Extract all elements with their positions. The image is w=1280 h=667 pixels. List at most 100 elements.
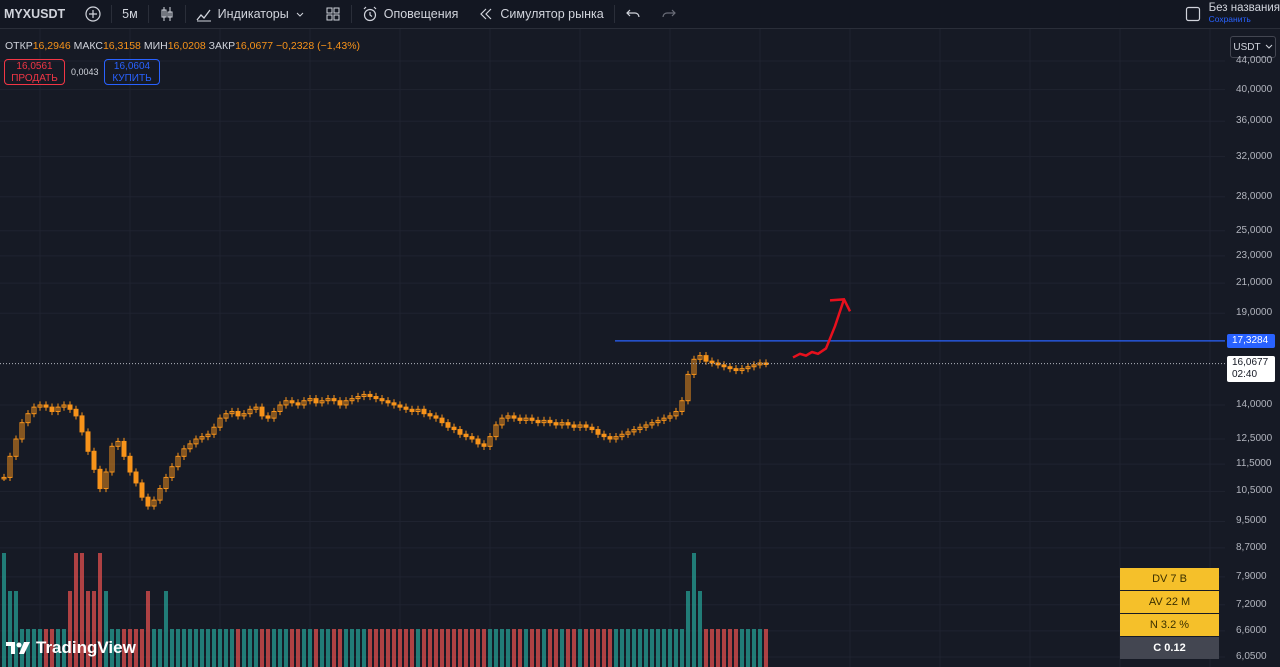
- save-layout-button[interactable]: Без названия Сохранить: [1185, 0, 1280, 28]
- candle-body: [691, 358, 697, 375]
- candle-body: [217, 417, 223, 428]
- buy-price: 16,0604: [113, 61, 151, 72]
- volume-bar: [488, 629, 492, 667]
- close-label: ЗАКР: [208, 40, 236, 52]
- volume-bar: [752, 629, 756, 667]
- candle-body: [409, 408, 415, 412]
- volume-bar: [308, 629, 312, 667]
- candle-body: [511, 415, 517, 419]
- alerts-button[interactable]: Оповещения: [352, 0, 469, 28]
- candle-body: [331, 398, 337, 402]
- volume-bar: [710, 629, 714, 667]
- indicators-button[interactable]: Индикаторы: [186, 0, 315, 28]
- chart-grid: [0, 29, 1225, 667]
- candle-body: [727, 366, 733, 370]
- candle-body: [85, 431, 91, 452]
- volume-bar: [542, 629, 546, 667]
- volume-bar: [602, 629, 606, 667]
- tradingview-logo[interactable]: TradingView: [6, 638, 136, 658]
- volume-bar: [530, 629, 534, 667]
- price-chart[interactable]: [0, 29, 1280, 667]
- candle-body: [199, 436, 205, 440]
- volume-bar: [536, 629, 540, 667]
- stat-c: C 0.12: [1120, 637, 1219, 659]
- undo-button[interactable]: [615, 0, 651, 28]
- price-tick-label: 40,0000: [1236, 83, 1273, 95]
- candle-body: [415, 408, 421, 412]
- candle-body: [193, 438, 199, 445]
- volume-bar: [164, 591, 168, 667]
- candle-body: [481, 443, 487, 447]
- volume-bar: [398, 629, 402, 667]
- currency-label: USDT: [1233, 41, 1261, 53]
- candle-body: [169, 466, 175, 478]
- candle-body: [637, 426, 643, 431]
- symbol-selector[interactable]: MYXUSDT: [0, 0, 75, 28]
- volume-bar: [458, 629, 462, 667]
- volume-bar: [386, 629, 390, 667]
- volume-bar: [662, 629, 666, 667]
- candle-body: [661, 417, 667, 421]
- volume-bar: [632, 629, 636, 667]
- redo-button[interactable]: [651, 0, 687, 28]
- candle-body: [241, 413, 247, 417]
- price-tick-label: 10,5000: [1236, 485, 1273, 497]
- candle-body: [373, 396, 379, 400]
- candle-body: [31, 406, 37, 415]
- candle-body: [25, 413, 31, 424]
- volume-bar: [152, 629, 156, 667]
- volume-bar: [242, 629, 246, 667]
- volume-bar: [194, 629, 198, 667]
- sell-button[interactable]: 16,0561 ПРОДАТЬ: [4, 59, 65, 85]
- volume-bar: [104, 591, 108, 667]
- candle-body: [535, 419, 541, 424]
- grid-icon: [325, 6, 341, 22]
- volume-bar: [350, 629, 354, 667]
- tradingview-logo-icon: [6, 640, 32, 656]
- price-tick-label: 7,9000: [1236, 570, 1267, 582]
- candle-body: [583, 424, 589, 428]
- simulator-button[interactable]: Симулятор рынка: [468, 0, 613, 28]
- currency-selector[interactable]: USDT: [1230, 36, 1276, 58]
- candle-body: [469, 436, 475, 440]
- candle-body: [565, 422, 571, 426]
- stat-n: N 3.2 %: [1120, 614, 1219, 636]
- volume-bar: [374, 629, 378, 667]
- volume-bar: [482, 629, 486, 667]
- symbol-label: MYXUSDT: [4, 7, 66, 21]
- volume-bar: [74, 553, 78, 667]
- volume-bar: [638, 629, 642, 667]
- interval-selector[interactable]: 5м: [112, 0, 148, 28]
- close-value: 16,0677: [235, 40, 274, 52]
- logo-text: TradingView: [36, 638, 136, 657]
- layouts-button[interactable]: [315, 0, 351, 28]
- candle-body: [289, 400, 295, 404]
- volume-bar: [14, 591, 18, 667]
- candles: [1, 352, 769, 510]
- volume-bar: [518, 629, 522, 667]
- candle-body: [19, 422, 25, 440]
- volume-bar: [620, 629, 624, 667]
- volume-bar: [320, 629, 324, 667]
- volume-bar: [410, 629, 414, 667]
- price-tick-label: 7,2000: [1236, 598, 1267, 610]
- price-tick-label: 44,0000: [1236, 55, 1273, 66]
- volume-bar: [272, 629, 276, 667]
- volume-bar: [524, 629, 528, 667]
- volume-bar: [212, 629, 216, 667]
- volume-bar: [224, 629, 228, 667]
- candle-body: [157, 488, 163, 501]
- volume-bar: [38, 629, 42, 667]
- candle-body: [319, 400, 325, 404]
- candle-body: [343, 400, 349, 406]
- last-price: 16,0677: [1232, 357, 1269, 368]
- compare-button[interactable]: [75, 0, 111, 28]
- chart-type-button[interactable]: [149, 0, 185, 28]
- candle-body: [37, 404, 43, 408]
- buy-button[interactable]: 16,0604 КУПИТЬ: [104, 59, 160, 85]
- volume-bar: [500, 629, 504, 667]
- volume-bar: [428, 629, 432, 667]
- open-value: 16,2946: [32, 40, 71, 52]
- ohlc-legend: ОТКР16,2946 МАКС16,3158 МИН16,0208 ЗАКР1…: [5, 40, 360, 52]
- candle-body: [517, 417, 523, 421]
